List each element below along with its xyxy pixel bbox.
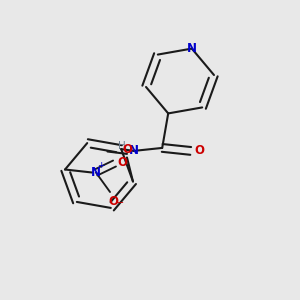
Text: N: N — [91, 166, 101, 179]
Text: −: − — [116, 197, 124, 208]
Text: +: + — [97, 161, 105, 170]
Text: O: O — [117, 155, 127, 169]
Text: O: O — [108, 194, 118, 208]
Text: N: N — [129, 144, 139, 158]
Text: O: O — [194, 144, 204, 158]
Text: H: H — [118, 140, 126, 151]
Text: O: O — [122, 142, 132, 156]
Text: N: N — [187, 42, 197, 55]
